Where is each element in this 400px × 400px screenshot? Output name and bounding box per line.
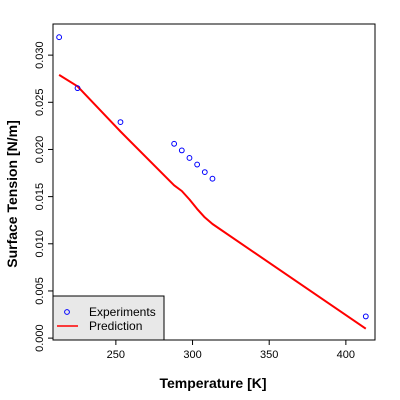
experiment-point — [117, 119, 124, 126]
y-axis-title: Surface Tension [N/m] — [4, 120, 20, 268]
experiment-point — [201, 169, 208, 175]
x-tick-label: 350 — [260, 349, 278, 361]
experiment-point — [74, 85, 81, 92]
experiment-point — [362, 313, 369, 320]
legend-experiments-label: Experiments — [89, 305, 156, 319]
plot-frame — [52, 23, 376, 341]
legend-experiments-marker — [64, 309, 70, 315]
experiment-point — [171, 140, 178, 147]
x-axis-title: Temperature [K] — [159, 375, 266, 391]
experiment-point — [194, 161, 201, 168]
x-tick-label: 300 — [183, 349, 201, 361]
data-series — [56, 34, 369, 330]
y-tick-label: 0.005 — [34, 277, 46, 305]
experiment-point — [56, 34, 63, 41]
x-tick-label: 250 — [107, 349, 125, 361]
legend: Experiments Prediction — [52, 295, 165, 341]
y-tick-label: 0.010 — [34, 230, 46, 258]
y-tick-label: 0.015 — [34, 183, 46, 211]
experiment-point — [186, 155, 193, 161]
y-tick-label: 0.020 — [34, 136, 46, 164]
y-tick-label: 0.025 — [34, 89, 46, 117]
x-tick-label: 400 — [337, 349, 355, 361]
experiment-point — [178, 147, 185, 154]
legend-prediction-label: Prediction — [89, 319, 142, 333]
prediction-line — [58, 74, 367, 330]
y-tick-label: 0.000 — [34, 324, 46, 352]
experiment-point — [209, 175, 216, 182]
axes: 250 300 350 400 0.000 0.005 0.010 0.015 0.020 0.0… — [34, 41, 355, 361]
legend-box — [52, 295, 165, 341]
y-tick-label: 0.030 — [34, 41, 46, 69]
